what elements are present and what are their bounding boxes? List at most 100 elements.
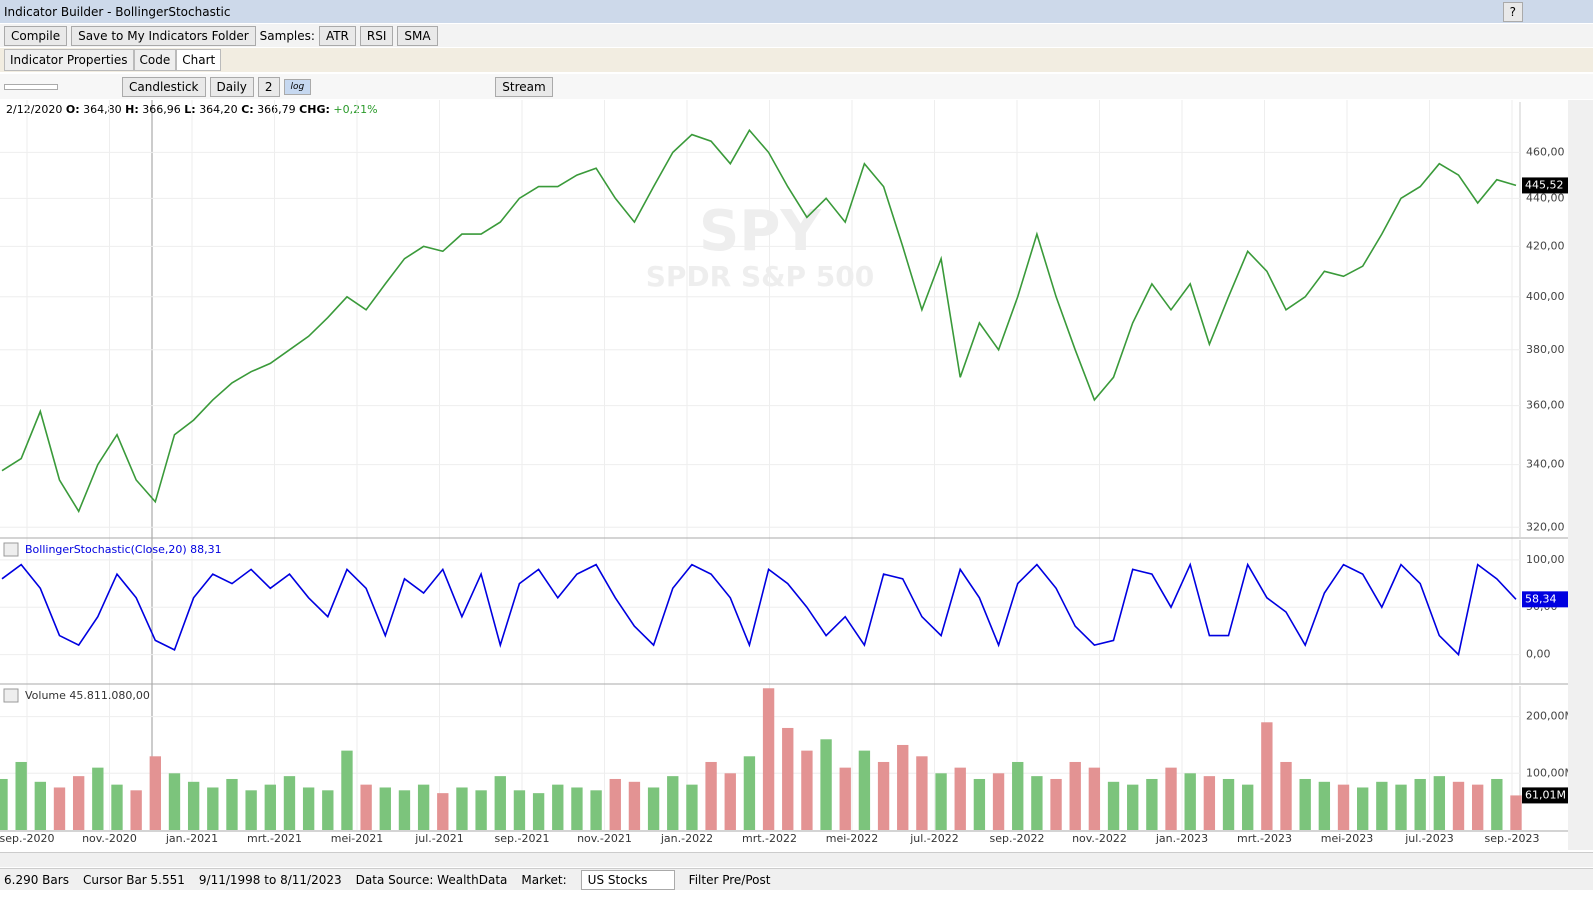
help-button[interactable]: ?: [1502, 1, 1523, 22]
chart: SPY SPDR S&P 500 2/12/2020 O: 364,80 H: …: [0, 100, 1568, 845]
status-source: Data Source: WealthData: [355, 872, 508, 887]
log-button[interactable]: log: [283, 78, 312, 95]
collapse-button: [3, 688, 19, 703]
current-value-box: [1522, 591, 1568, 608]
samples-label: Samples:: [259, 28, 315, 43]
volume-bar: [513, 790, 526, 830]
volume-bar: [1357, 787, 1369, 830]
x-tick-label: jan.-2023: [1155, 832, 1208, 845]
volume-bar: [15, 761, 27, 830]
volume-bar: [379, 787, 391, 830]
collapse-button: [3, 542, 19, 557]
chart-toolbar: Candlestick Daily 2 log Stream: [0, 74, 1593, 99]
volume-bar: [762, 688, 775, 830]
volume-bar: [1280, 761, 1292, 830]
volume-bar: [0, 778, 8, 830]
panel-title: Volume 45.811.080,00: [25, 689, 150, 702]
y-tick-label: 320,00: [1526, 520, 1565, 533]
volume-bar: [1318, 781, 1331, 830]
volume-bar: [34, 781, 47, 830]
quote-label: O:: [66, 103, 80, 116]
symbol-box[interactable]: [4, 83, 58, 90]
scale-select[interactable]: Daily: [209, 76, 254, 97]
quote-value: 366,79: [257, 103, 296, 116]
volume-bar: [916, 756, 928, 830]
current-value-box: [1522, 177, 1568, 194]
volume-bar: [1452, 781, 1465, 830]
filter-checkbox[interactable]: Filter Pre/Post: [688, 872, 771, 887]
volume-bar: [437, 793, 449, 830]
y-tick-label: 340,00: [1526, 458, 1565, 471]
volume-bar: [724, 773, 736, 830]
volume-bar: [1222, 778, 1235, 830]
x-tick-label: jan.-2022: [660, 832, 713, 845]
tab[interactable]: Indicator Properties: [4, 49, 134, 71]
quote-label: L:: [184, 103, 195, 116]
title-bar: Indicator Builder - BollingerStochastic …: [0, 0, 1593, 23]
volume-bar: [360, 784, 372, 830]
tab[interactable]: Code: [133, 49, 177, 71]
x-tick-label: sep.-2023: [1485, 832, 1540, 845]
spacing-box[interactable]: 2: [257, 76, 280, 97]
volume-bar: [954, 767, 966, 830]
volume-bar: [571, 787, 583, 830]
volume-bar: [53, 787, 66, 830]
current-value-box: [1522, 787, 1568, 804]
volume-bar: [149, 756, 161, 830]
current-value-label: 61,01M: [1525, 788, 1566, 801]
style-select[interactable]: Candlestick: [122, 76, 206, 97]
quote-value: 364,20: [199, 103, 238, 116]
volume-bar: [820, 739, 832, 830]
quote-value: +0,21%: [333, 103, 377, 116]
tab[interactable]: Chart: [176, 49, 222, 71]
x-tick-label: mrt.-2021: [247, 832, 302, 845]
volume-bar: [935, 773, 947, 830]
volume-bar: [456, 787, 468, 830]
compile-button[interactable]: Compile: [4, 25, 68, 46]
volume-bar: [283, 776, 296, 830]
volume-bar: [475, 790, 487, 830]
sample-button[interactable]: SMA: [397, 25, 438, 46]
y-tick-label: 360,00: [1526, 399, 1565, 412]
volume-bar: [1491, 778, 1503, 830]
series-line: [1, 128, 1517, 514]
x-tick-label: nov.-2021: [577, 832, 632, 845]
y-tick-label: 380,00: [1526, 343, 1565, 356]
sample-button[interactable]: RSI: [359, 25, 394, 46]
scrollbar[interactable]: [0, 852, 1593, 867]
x-tick-label: sep.-2022: [990, 832, 1045, 845]
quote-value: 366,96: [142, 103, 181, 116]
volume-bar: [1433, 776, 1446, 830]
volume-bar: [322, 790, 334, 830]
volume-bar: [897, 744, 909, 830]
volume-bar: [686, 784, 698, 830]
stream-button[interactable]: Stream: [495, 76, 553, 97]
volume-bar: [226, 778, 238, 830]
volume-bar: [1299, 778, 1311, 830]
volume-bar: [92, 767, 104, 830]
status-bars: 6.290 Bars: [4, 872, 69, 887]
x-tick-label: mrt.-2023: [1237, 832, 1292, 845]
volume-bar: [1012, 761, 1024, 830]
market-select[interactable]: US Stocks: [580, 869, 675, 890]
window-title: Indicator Builder - BollingerStochastic: [4, 4, 231, 19]
volume-bar: [494, 776, 506, 830]
save-button[interactable]: Save to My Indicators Folder: [71, 25, 256, 46]
sample-button[interactable]: ATR: [318, 25, 356, 46]
volume-bar: [1337, 784, 1350, 830]
volume-bar: [1031, 776, 1043, 830]
volume-bar: [992, 773, 1005, 830]
volume-bar: [973, 778, 986, 830]
volume-bar: [187, 781, 200, 830]
volume-bar: [130, 790, 142, 830]
quote-label: H:: [125, 103, 139, 116]
volume-bar: [1088, 767, 1101, 830]
volume-bar: [1069, 761, 1081, 830]
y-tick-label: 100,00: [1526, 553, 1565, 566]
current-value-label: 445,52: [1525, 178, 1564, 191]
y-tick-label: 100,00M: [1526, 766, 1568, 779]
volume-bar: [245, 790, 257, 830]
volume-bar: [1127, 784, 1139, 830]
volume-bar: [705, 761, 717, 830]
